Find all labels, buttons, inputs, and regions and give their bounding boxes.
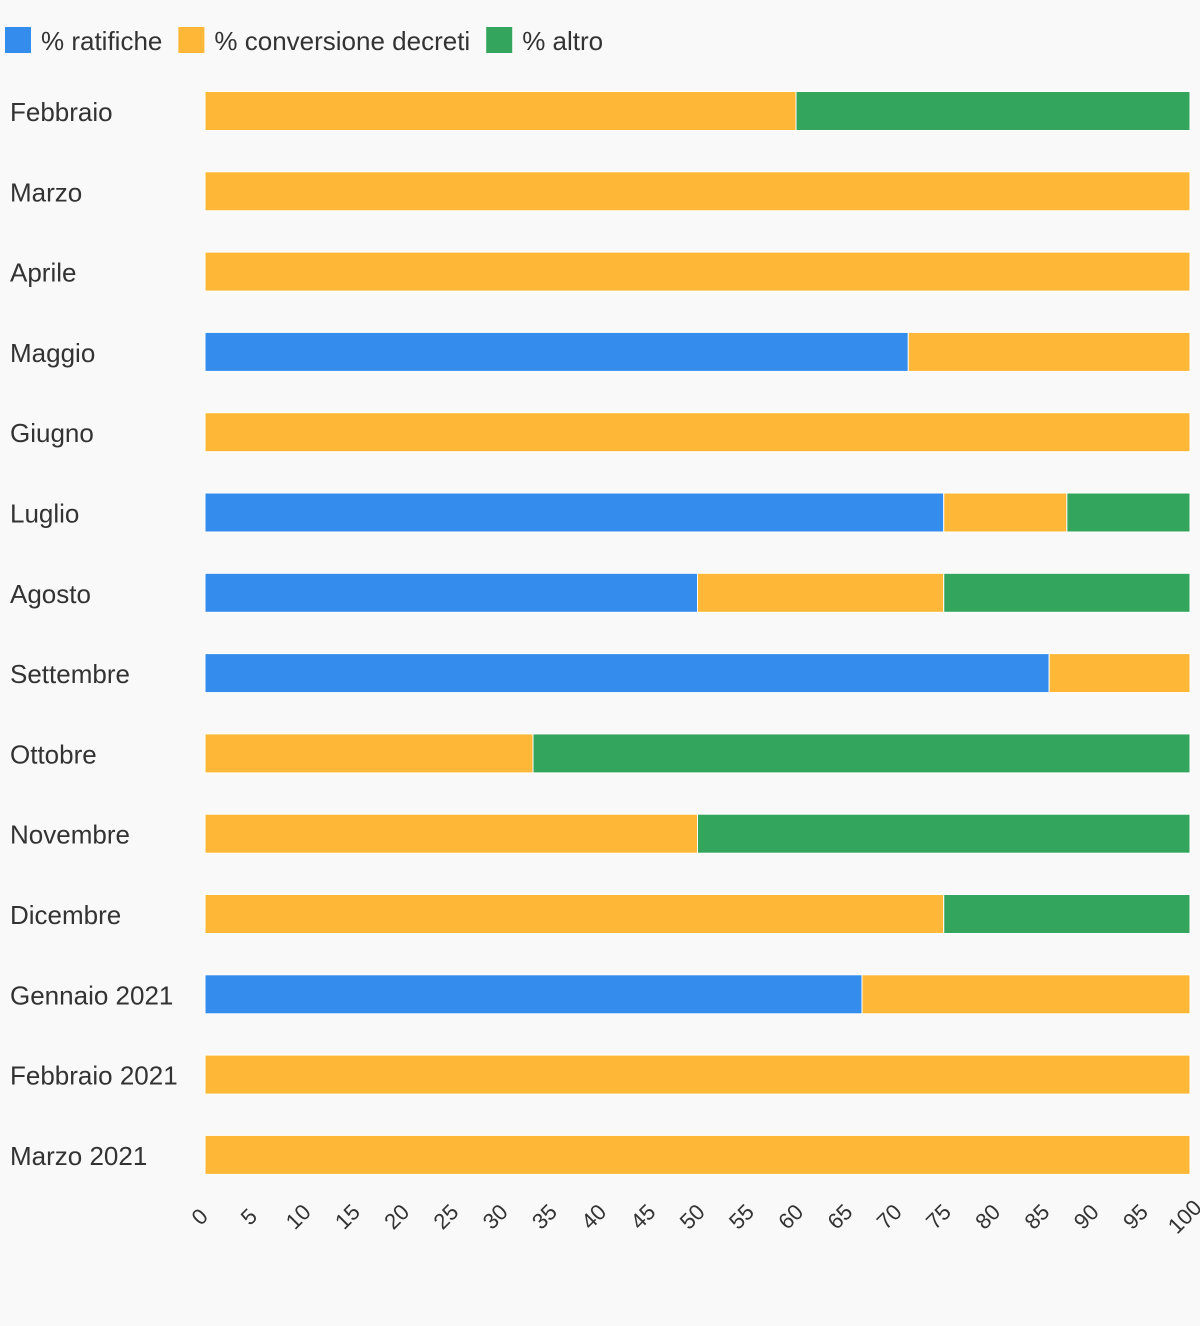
bar-segment-0 <box>204 492 945 533</box>
x-tick-label: 60 <box>773 1199 808 1234</box>
legend-label-1: % conversione decreti <box>214 26 470 56</box>
x-tick-label: 30 <box>478 1199 513 1234</box>
category-label: Novembre <box>10 820 130 850</box>
x-tick-label: 0 <box>187 1204 213 1230</box>
x-tick-label: 80 <box>970 1199 1005 1234</box>
category-label: Giugno <box>10 418 94 448</box>
category-label: Dicembre <box>10 900 121 930</box>
bar-segment-2 <box>1066 492 1191 533</box>
bar-segment-0 <box>204 974 863 1015</box>
category-label: Marzo <box>10 177 82 207</box>
x-tick-label: 35 <box>527 1199 562 1234</box>
legend-label-2: % altro <box>522 26 603 56</box>
bar-segment-0 <box>204 572 698 613</box>
bar-segment-0 <box>204 331 909 372</box>
x-tick-label: 100 <box>1163 1195 1200 1239</box>
category-label: Febbraio 2021 <box>10 1061 178 1091</box>
bar-segment-1 <box>204 251 1191 292</box>
bar-segment-1 <box>907 331 1191 372</box>
bar-segment-1 <box>204 813 698 854</box>
bar-segment-2 <box>697 813 1191 854</box>
category-label: Maggio <box>10 338 95 368</box>
x-tick-label: 50 <box>675 1199 710 1234</box>
category-label: Ottobre <box>10 739 97 769</box>
x-tick-label: 90 <box>1069 1199 1104 1234</box>
legend: % ratifiche % conversione decreti % altro <box>5 26 603 56</box>
bar-segment-2 <box>532 733 1191 774</box>
bar-segment-1 <box>1048 653 1191 694</box>
bar-segment-1 <box>697 572 945 613</box>
x-tick-label: 25 <box>428 1199 463 1234</box>
x-tick-label: 15 <box>330 1199 365 1234</box>
x-tick-label: 40 <box>576 1199 611 1234</box>
legend-swatch-1 <box>178 27 205 53</box>
x-tick-label: 85 <box>1019 1199 1054 1234</box>
x-tick-label: 70 <box>872 1199 907 1234</box>
category-label: Gennaio 2021 <box>10 980 173 1010</box>
bar-segment-1 <box>204 91 797 131</box>
bar-segment-1 <box>204 894 945 934</box>
x-tick-label: 45 <box>625 1199 660 1234</box>
category-label: Settembre <box>10 659 130 689</box>
x-tick-label: 65 <box>822 1199 857 1234</box>
category-label: Marzo 2021 <box>10 1141 147 1171</box>
bar-segment-1 <box>204 733 534 774</box>
legend-swatch-2 <box>486 27 513 53</box>
x-tick-label: 20 <box>379 1199 414 1234</box>
category-labels: Febbraio Marzo Aprile Maggio Giugno Luglio Ago… <box>10 97 178 1171</box>
x-tick-label: 75 <box>921 1199 956 1234</box>
bar-segment-2 <box>943 894 1191 934</box>
x-tick-label: 95 <box>1118 1199 1153 1234</box>
bar-segment-1 <box>204 171 1191 212</box>
bars <box>204 91 1191 1175</box>
bar-segment-0 <box>204 653 1050 694</box>
bar-segment-1 <box>204 412 1191 453</box>
bar-segment-2 <box>943 572 1191 613</box>
x-tick-label: 10 <box>281 1199 316 1234</box>
category-label: Febbraio <box>10 97 113 127</box>
category-label: Aprile <box>10 258 76 288</box>
bar-segment-1 <box>204 1134 1191 1175</box>
x-tick-label: 5 <box>236 1204 262 1230</box>
bar-segment-1 <box>861 974 1191 1015</box>
legend-label-0: % ratifiche <box>41 26 162 56</box>
bar-segment-2 <box>795 91 1191 131</box>
category-label: Luglio <box>10 499 79 529</box>
legend-swatch-0 <box>5 27 31 53</box>
bar-segment-1 <box>204 1054 1191 1095</box>
x-axis-ticks: 0 5 10 15 20 25 30 35 40 45 50 55 60 65 70 75 80 85 90 95 10… <box>187 1195 1200 1239</box>
bar-segment-1 <box>943 492 1068 533</box>
category-label: Agosto <box>10 579 91 609</box>
x-tick-label: 55 <box>724 1199 759 1234</box>
